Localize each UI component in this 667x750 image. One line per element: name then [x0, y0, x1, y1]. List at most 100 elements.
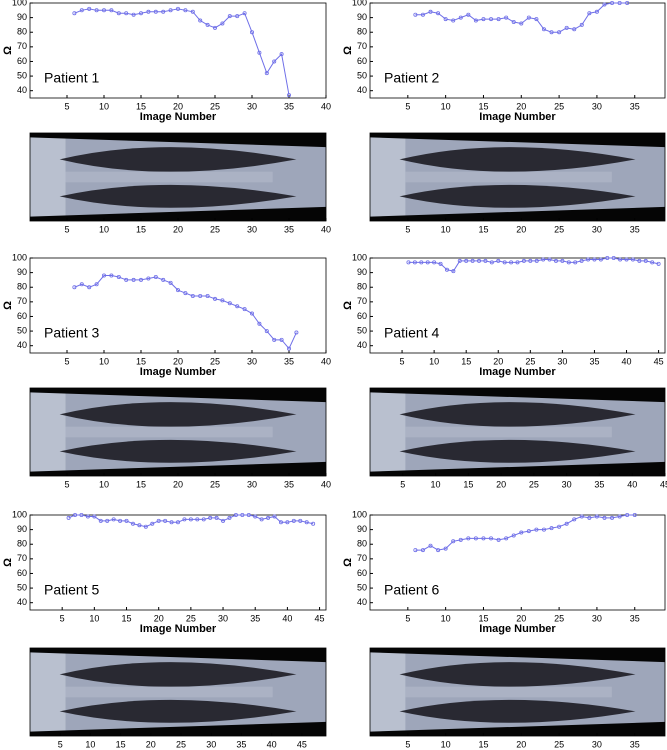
data-point [124, 518, 129, 523]
x-tick-label: 15 [478, 101, 488, 111]
x-tick-label: 5 [64, 356, 69, 366]
x-tick-label: 10 [441, 613, 451, 623]
y-tick-label: 100 [12, 0, 27, 7]
data-point [587, 515, 592, 520]
data-point [233, 513, 238, 518]
image-upper-band [59, 662, 297, 687]
data-point [466, 536, 471, 541]
y-tick-label: 90 [357, 267, 367, 277]
y-tick-label: 70 [357, 41, 367, 51]
data-point [557, 30, 562, 35]
data-point [298, 518, 303, 523]
data-point [214, 515, 219, 520]
x-tick-label: 35 [630, 101, 640, 111]
x-tick-label: 20 [516, 739, 526, 749]
x-tick-label: 25 [525, 356, 535, 366]
patient-label: Patient 3 [44, 325, 99, 341]
data-point [116, 11, 121, 16]
data-point [264, 71, 269, 76]
data-point [618, 257, 623, 262]
y-tick-label: 80 [17, 539, 27, 549]
data-point [526, 529, 531, 534]
data-point [481, 536, 486, 541]
data-point [195, 517, 200, 522]
x-tick-label: 5 [64, 479, 69, 489]
data-point [444, 267, 449, 272]
data-point [146, 9, 151, 14]
image-center-band [405, 171, 612, 183]
y-tick-label: 90 [357, 12, 367, 22]
data-point [94, 282, 99, 287]
x-tick-label: 25 [176, 739, 186, 749]
plot-area [29, 257, 327, 354]
data-point [419, 260, 424, 265]
x-tick-label: 15 [478, 224, 488, 234]
data-point [87, 6, 92, 11]
x-tick-label: 5 [58, 739, 63, 749]
image-lower-band [399, 699, 636, 723]
y-axis-label: Ω [2, 558, 14, 567]
data-point [637, 258, 642, 263]
x-tick-label: 5 [60, 613, 65, 623]
y-tick-label: 80 [357, 539, 367, 549]
data-point [102, 273, 107, 278]
x-tick-label: 45 [654, 356, 664, 366]
data-point [111, 517, 116, 522]
data-point [594, 9, 599, 14]
data-point [458, 537, 463, 542]
x-tick-label: 30 [206, 739, 216, 749]
data-point [257, 50, 262, 55]
x-tick-label: 25 [554, 739, 564, 749]
data-point [650, 260, 655, 265]
image-lower-band [399, 439, 636, 463]
x-tick-label: 25 [210, 101, 220, 111]
data-point [566, 260, 571, 265]
data-point [137, 523, 142, 528]
x-tick-label: 20 [516, 224, 526, 234]
x-tick-label: 20 [173, 479, 183, 489]
data-point [504, 536, 509, 541]
data-line [415, 2, 628, 33]
data-point [66, 515, 71, 520]
data-point [451, 269, 456, 274]
y-tick-label: 90 [357, 524, 367, 534]
data-point [564, 521, 569, 526]
data-line [68, 514, 314, 528]
data-point [406, 260, 411, 265]
data-point [183, 8, 188, 13]
data-point [451, 18, 456, 23]
y-tick-label: 60 [17, 568, 27, 578]
image-upper-band [399, 147, 636, 172]
data-point [272, 59, 277, 64]
image-bottom-edge [30, 461, 326, 476]
data-point [175, 6, 180, 11]
data-point [87, 285, 92, 290]
y-tick-label: 100 [12, 509, 27, 519]
data-point [102, 8, 107, 13]
data-point [212, 25, 217, 30]
image-top-edge [370, 388, 665, 403]
data-point [208, 515, 213, 520]
data-point [587, 11, 592, 16]
data-point [519, 530, 524, 535]
image-center-band [65, 171, 273, 183]
data-point [624, 257, 629, 262]
data-point [161, 277, 166, 282]
y-tick-label: 60 [357, 56, 367, 66]
data-point [183, 291, 188, 296]
patient-label: Patient 6 [384, 582, 439, 598]
data-point [150, 521, 155, 526]
x-tick-label: 35 [589, 356, 599, 366]
x-tick-label: 5 [405, 613, 410, 623]
data-point [272, 514, 277, 519]
x-tick-label: 30 [557, 356, 567, 366]
x-tick-label: 20 [173, 356, 183, 366]
data-point [605, 255, 610, 260]
data-point [278, 520, 283, 525]
y-tick-label: 50 [17, 325, 27, 335]
image-left-band [30, 648, 66, 736]
data-point [617, 0, 622, 6]
data-point [291, 518, 296, 523]
data-point [413, 12, 418, 17]
x-tick-label: 20 [493, 356, 503, 366]
